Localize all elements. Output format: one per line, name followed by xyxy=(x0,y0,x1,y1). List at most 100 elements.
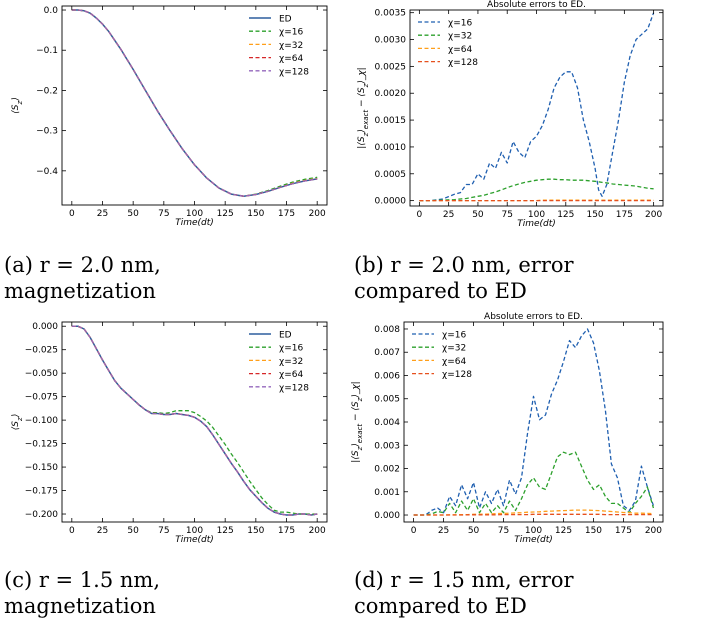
panel-b-series-chi-32 xyxy=(419,178,654,202)
panel-d-series-chi-32 xyxy=(413,451,655,516)
panel-c-y-tick-label: −0.200 xyxy=(25,510,59,520)
panel-b-y-tick-label: 0.0010 xyxy=(375,143,407,153)
panel-d-series-chi-128 xyxy=(413,513,654,516)
panel-d-y-tick-label: 0.002 xyxy=(374,465,400,475)
caption-a: (a) r = 2.0 nm, magnetization xyxy=(4,252,324,304)
caption-d-line2: compared to ED xyxy=(354,594,527,618)
panel-b-legend-label: χ=64 xyxy=(448,45,472,55)
panel-b-y-tick-label: 0.0030 xyxy=(375,36,407,46)
caption-c-line1: (c) r = 1.5 nm, xyxy=(4,568,160,592)
panel-a-legend-label: ED xyxy=(279,15,292,25)
panel-a-series-ed xyxy=(71,9,318,197)
panel-c-series-chi-16 xyxy=(71,325,318,515)
panel-c-y-tick-label: −0.175 xyxy=(25,487,58,497)
panel-d-y-tick-label: 0.005 xyxy=(374,395,400,405)
panel-b-y-tick-label: 0.0025 xyxy=(375,62,407,72)
panel-a-x-tick-label: 200 xyxy=(309,209,326,219)
panel-b-y-tick-label: 0.0005 xyxy=(375,170,407,180)
panel-a-y-axis-label: ⟨Sz⟩ xyxy=(11,97,24,113)
panel-d-legend-label: χ=128 xyxy=(442,370,472,380)
panel-a-y-tick-label: −0.3 xyxy=(36,127,58,137)
panel-d-error-chart: 0 25 50 75 100 125 150 175 200 0.000 0.001 0.002 0.0… xyxy=(351,312,664,545)
panel-d-x-tick-label: 25 xyxy=(438,526,449,536)
panel-c-x-tick-label: 75 xyxy=(158,526,169,536)
panel-c-x-tick-label: 25 xyxy=(97,526,108,536)
panel-a-series-chi-64 xyxy=(71,9,318,197)
panel-a-x-tick-label: 175 xyxy=(278,209,295,219)
panel-a-x-tick-label: 75 xyxy=(158,209,169,219)
panel-a-y-tick-label: −0.1 xyxy=(36,46,58,56)
panel-b-x-tick-label: 50 xyxy=(472,210,484,220)
panel-a-x-tick-label: 0 xyxy=(69,209,75,219)
panel-d-y-tick-label: 0.004 xyxy=(374,418,400,428)
panel-d-x-tick-label: 0 xyxy=(411,526,417,536)
panel-c-y-tick-label: −0.100 xyxy=(25,416,59,426)
panel-c-series-chi-128 xyxy=(71,325,318,516)
panel-b-legend-label: χ=16 xyxy=(448,19,472,29)
panel-a-series-chi-16 xyxy=(71,9,318,197)
panel-d-y-tick-label: 0.000 xyxy=(374,511,400,521)
panel-c-legend-label: χ=32 xyxy=(279,357,303,367)
caption-b-line2: compared to ED xyxy=(354,279,527,303)
panel-d-x-tick-label: 150 xyxy=(585,526,602,536)
panel-b-y-axis-label: |⟨Sz⟩exact − ⟨Sz⟩_χ| xyxy=(357,67,370,148)
panel-c-y-tick-label: −0.050 xyxy=(25,369,59,379)
panel-b-x-tick-label: 100 xyxy=(528,210,545,220)
panel-c-x-tick-label: 150 xyxy=(247,526,264,536)
panel-d-x-tick-label: 125 xyxy=(555,526,572,536)
panel-c-series-ed xyxy=(71,325,318,516)
panel-d-x-tick-label: 100 xyxy=(525,526,542,536)
panel-a-x-tick-label: 125 xyxy=(217,209,234,219)
panel-d-legend-label: χ=32 xyxy=(442,344,466,354)
panel-b-x-tick-label: 25 xyxy=(443,210,454,220)
panel-b-title: Absolute errors to ED. xyxy=(487,0,586,10)
panel-c-legend-label: χ=128 xyxy=(279,383,309,393)
panel-c-x-tick-label: 175 xyxy=(278,526,295,536)
panel-b-legend-label: χ=128 xyxy=(448,58,478,68)
panel-a-x-tick-label: 50 xyxy=(127,209,139,219)
panel-c-legend-label: ED xyxy=(279,331,292,341)
panel-a-legend-label: χ=16 xyxy=(279,28,303,38)
panel-d-y-tick-label: 0.003 xyxy=(374,441,400,451)
panel-b-x-axis-label: Time(dt) xyxy=(517,219,556,229)
panel-a-y-tick-label: 0.0 xyxy=(44,6,59,16)
panel-c-legend-label: χ=64 xyxy=(279,370,303,380)
panel-b-x-tick-label: 200 xyxy=(645,210,662,220)
panel-b-x-tick-label: 75 xyxy=(501,210,512,220)
panel-d-y-tick-label: 0.006 xyxy=(374,371,400,381)
panel-b-x-tick-label: 125 xyxy=(557,210,574,220)
panel-d-y-tick-label: 0.001 xyxy=(374,488,400,498)
panel-a-x-axis-label: Time(dt) xyxy=(175,218,214,228)
panel-d-y-tick-label: 0.008 xyxy=(374,325,400,335)
panel-b-x-tick-label: 175 xyxy=(616,210,633,220)
panel-a-series-chi-128 xyxy=(71,9,318,197)
panel-c-x-tick-label: 50 xyxy=(127,526,139,536)
panel-a-legend-label: χ=64 xyxy=(279,54,303,64)
panel-d-title: Absolute errors to ED. xyxy=(484,312,583,322)
panel-d-series-chi-16 xyxy=(413,328,655,516)
panel-a-x-tick-label: 150 xyxy=(247,209,264,219)
panel-c-y-tick-label: −0.150 xyxy=(25,463,59,473)
panel-d-x-tick-label: 75 xyxy=(498,526,509,536)
panel-d-y-axis-label: |⟨Sz⟩exact − ⟨Sz⟩_χ| xyxy=(351,381,364,462)
panel-b-y-tick-label: 0.0000 xyxy=(375,197,407,207)
panel-c-x-tick-label: 0 xyxy=(69,526,75,536)
panel-b-legend-label: χ=32 xyxy=(448,32,472,42)
panel-b-error-chart: 0 25 50 75 100 125 150 175 200 0.0000 0.0005 0.0010… xyxy=(357,0,664,229)
panel-c-y-tick-label: −0.125 xyxy=(25,440,58,450)
panel-c-x-tick-label: 200 xyxy=(309,526,326,536)
panel-c-x-axis-label: Time(dt) xyxy=(175,535,214,545)
panel-d-x-tick-label: 200 xyxy=(645,526,662,536)
panel-b-y-tick-label: 0.0015 xyxy=(375,116,407,126)
panel-a-series-chi-32 xyxy=(71,9,318,197)
panel-b-x-tick-label: 150 xyxy=(586,210,603,220)
panel-c-y-axis-label: ⟨Sz⟩ xyxy=(11,414,24,430)
caption-d: (d) r = 1.5 nm, error compared to ED xyxy=(354,567,674,619)
panel-c-y-tick-label: −0.025 xyxy=(25,346,58,356)
caption-a-line2: magnetization xyxy=(4,279,156,303)
caption-d-line1: (d) r = 1.5 nm, error xyxy=(354,568,574,592)
panel-b-y-tick-label: 0.0020 xyxy=(375,89,407,99)
panel-c-y-tick-label: 0.000 xyxy=(32,322,58,332)
panel-d-x-axis-label: Time(dt) xyxy=(514,535,553,545)
panel-a-x-tick-label: 100 xyxy=(186,209,203,219)
